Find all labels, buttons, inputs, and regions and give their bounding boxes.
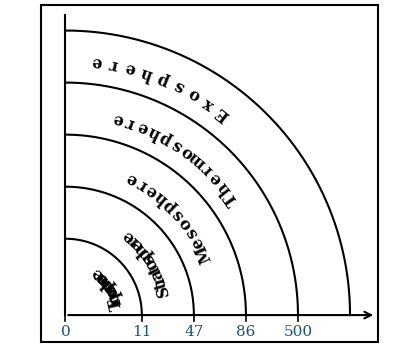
Text: r: r <box>198 160 216 178</box>
Text: s: s <box>168 135 185 155</box>
Text: h: h <box>145 122 163 143</box>
Text: o: o <box>185 85 203 105</box>
Text: e: e <box>88 264 107 284</box>
Text: r: r <box>124 113 137 132</box>
Text: 47: 47 <box>184 325 204 339</box>
Text: s: s <box>171 77 187 96</box>
Text: 0: 0 <box>61 325 70 339</box>
Text: e: e <box>91 53 103 71</box>
Text: h: h <box>151 188 171 209</box>
Text: o: o <box>142 254 162 272</box>
Text: s: s <box>140 250 158 267</box>
Text: e: e <box>120 227 138 246</box>
Text: s: s <box>183 225 202 242</box>
Text: e: e <box>124 59 137 78</box>
Text: p: p <box>135 244 155 263</box>
Text: 500: 500 <box>283 325 313 339</box>
Text: h: h <box>139 63 155 83</box>
Text: t: t <box>153 279 171 291</box>
Text: h: h <box>214 178 235 198</box>
Text: p: p <box>155 69 171 89</box>
Text: e: e <box>134 117 150 137</box>
Text: 11: 11 <box>132 325 152 339</box>
Text: e: e <box>206 169 225 188</box>
Text: S: S <box>154 283 173 298</box>
Text: o: o <box>102 282 122 299</box>
Text: p: p <box>157 128 175 149</box>
Text: o: o <box>105 289 124 305</box>
Text: 86: 86 <box>236 325 256 339</box>
Text: h: h <box>132 239 152 259</box>
Text: e: e <box>124 169 140 189</box>
Text: s: s <box>100 279 119 296</box>
Text: r: r <box>134 175 150 194</box>
Text: h: h <box>95 272 116 291</box>
Text: a: a <box>147 266 168 282</box>
Text: M: M <box>192 242 215 265</box>
Text: e: e <box>128 235 147 254</box>
Text: e: e <box>143 181 161 201</box>
Text: e: e <box>189 235 208 252</box>
Text: e: e <box>93 269 113 288</box>
Text: m: m <box>186 149 209 172</box>
Text: x: x <box>200 94 217 113</box>
Text: T: T <box>222 189 242 208</box>
Text: s: s <box>169 205 188 223</box>
Text: t: t <box>146 261 164 276</box>
Text: r: r <box>124 231 142 250</box>
Text: o: o <box>176 214 196 233</box>
Text: p: p <box>160 196 180 216</box>
Text: p: p <box>103 285 123 302</box>
Text: E: E <box>212 103 233 125</box>
Text: p: p <box>98 275 118 294</box>
Text: r: r <box>106 294 125 307</box>
Text: T: T <box>107 297 126 312</box>
Text: r: r <box>150 272 169 286</box>
Text: r: r <box>92 267 109 286</box>
Text: r: r <box>108 55 119 74</box>
Text: e: e <box>111 109 125 128</box>
Text: o: o <box>178 142 197 162</box>
